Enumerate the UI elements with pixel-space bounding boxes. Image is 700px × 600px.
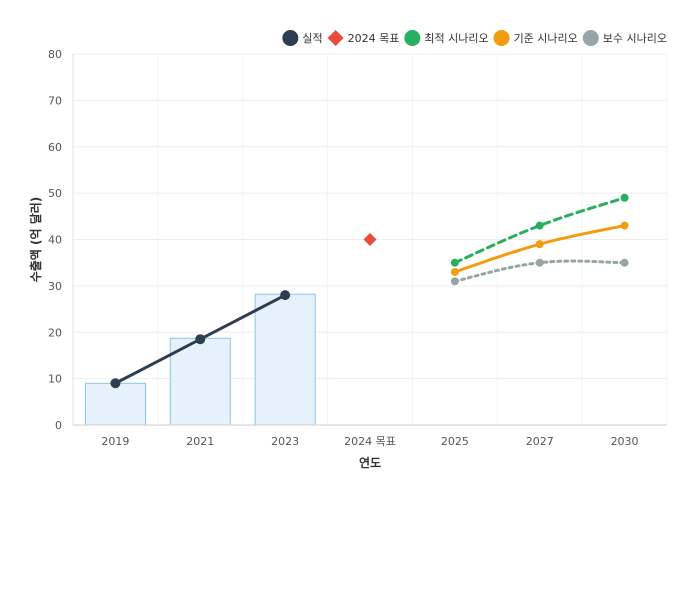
y-tick-label: 60 xyxy=(48,141,62,154)
point-3-1 xyxy=(535,240,544,249)
point-1-0 xyxy=(363,233,377,246)
point-3-0 xyxy=(450,267,459,276)
y-axis-title: 수출액 (억 달러) xyxy=(28,197,43,283)
line-series xyxy=(110,193,629,389)
legend: 보수 시나리오 기준 시나리오 최적 시나리오 2024 목표 실적 xyxy=(282,30,667,46)
y-tick-label: 20 xyxy=(48,326,62,339)
legend-label: 보수 시나리오 xyxy=(603,32,667,45)
bar-2023 xyxy=(254,293,316,426)
y-tick-label: 50 xyxy=(48,187,62,200)
point-0-2 xyxy=(280,290,291,301)
point-0-0 xyxy=(110,378,121,389)
x-tick-label: 2030 xyxy=(611,435,639,448)
point-4-2 xyxy=(620,258,629,267)
point-4-0 xyxy=(450,277,459,286)
legend-label: 기준 시나리오 xyxy=(514,32,578,45)
legend-marker xyxy=(282,30,299,46)
legend-marker xyxy=(582,30,599,46)
legend-marker xyxy=(327,30,344,46)
x-tick-label: 2019 xyxy=(101,435,129,448)
point-0-1 xyxy=(195,334,206,345)
legend-item: 실적 xyxy=(282,30,323,46)
x-tick-label: 2027 xyxy=(526,435,554,448)
legend-label: 실적 xyxy=(302,32,322,45)
point-2-0 xyxy=(450,258,459,267)
legend-marker xyxy=(493,30,510,46)
x-tick-label: 2025 xyxy=(441,435,469,448)
legend-label: 2024 목표 xyxy=(348,32,400,45)
x-axis-title: 연도 xyxy=(359,455,381,470)
y-tick-label: 0 xyxy=(55,419,62,432)
y-tick-label: 70 xyxy=(48,94,62,107)
legend-item: 최적 시나리오 xyxy=(404,30,489,46)
point-2-1 xyxy=(535,221,544,230)
legend-item: 보수 시나리오 xyxy=(582,30,667,46)
legend-item: 기준 시나리오 xyxy=(493,30,578,46)
y-tick-label: 30 xyxy=(48,280,62,293)
bar-2019 xyxy=(84,382,146,426)
point-4-1 xyxy=(535,258,544,267)
bar-series xyxy=(84,293,316,426)
x-tick-label: 2024 목표 xyxy=(344,435,396,448)
legend-marker xyxy=(404,30,421,46)
x-tick-label: 2021 xyxy=(186,435,214,448)
bar-2021 xyxy=(169,337,231,426)
point-2-2 xyxy=(620,193,629,202)
y-tick-label: 80 xyxy=(48,48,62,61)
y-tick-label: 40 xyxy=(48,234,62,247)
point-3-2 xyxy=(620,221,629,230)
legend-label: 최적 시나리오 xyxy=(424,32,488,45)
series-line-2 xyxy=(453,196,627,265)
legend-item: 2024 목표 xyxy=(327,30,400,46)
y-tick-label: 10 xyxy=(48,373,62,386)
x-tick-label: 2023 xyxy=(271,435,299,448)
